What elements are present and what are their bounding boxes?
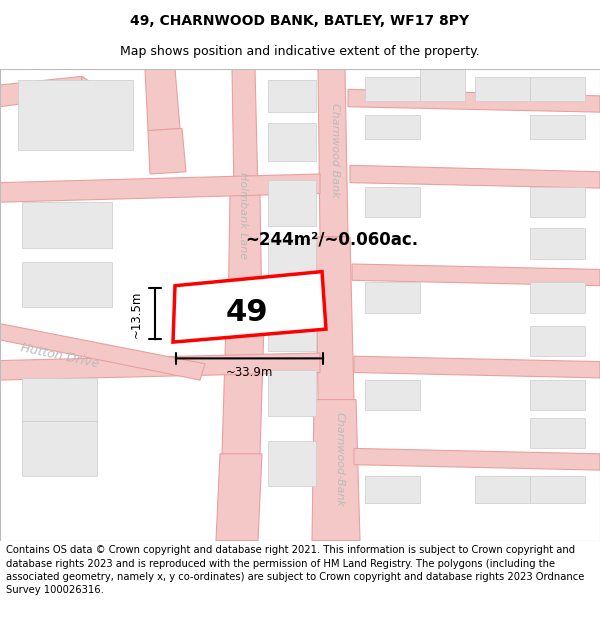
Bar: [530, 228, 585, 259]
Bar: [22, 378, 97, 421]
Polygon shape: [354, 448, 600, 470]
Text: Charnwood Bank: Charnwood Bank: [330, 103, 340, 198]
Polygon shape: [350, 165, 600, 188]
Bar: [268, 441, 316, 486]
Bar: [530, 476, 585, 502]
Polygon shape: [348, 89, 600, 112]
Polygon shape: [173, 272, 326, 342]
Polygon shape: [222, 324, 264, 454]
Bar: [268, 79, 316, 112]
Text: Hutton Drive: Hutton Drive: [20, 341, 100, 371]
Polygon shape: [316, 237, 354, 399]
Bar: [365, 187, 420, 218]
Polygon shape: [318, 69, 348, 237]
Text: 49, CHARNWOOD BANK, BATLEY, WF17 8PY: 49, CHARNWOOD BANK, BATLEY, WF17 8PY: [130, 14, 470, 28]
Bar: [268, 123, 316, 161]
Polygon shape: [354, 356, 600, 378]
Polygon shape: [352, 264, 600, 286]
Text: ~244m²/~0.060ac.: ~244m²/~0.060ac.: [245, 230, 418, 248]
Bar: [22, 421, 97, 476]
Text: ~13.5m: ~13.5m: [130, 290, 143, 338]
Polygon shape: [0, 76, 82, 107]
Bar: [268, 299, 316, 351]
Bar: [530, 78, 585, 101]
Polygon shape: [0, 174, 320, 202]
Bar: [420, 42, 465, 101]
Polygon shape: [0, 353, 320, 380]
Bar: [365, 476, 420, 502]
Polygon shape: [216, 454, 262, 541]
Polygon shape: [148, 128, 186, 174]
Bar: [22, 262, 112, 308]
Bar: [268, 181, 316, 226]
Text: Map shows position and indicative extent of the property.: Map shows position and indicative extent…: [120, 46, 480, 58]
Bar: [365, 380, 420, 411]
Polygon shape: [80, 76, 98, 109]
Bar: [530, 282, 585, 313]
Bar: [530, 326, 585, 356]
Bar: [475, 476, 530, 502]
Polygon shape: [0, 324, 205, 380]
Polygon shape: [232, 69, 258, 194]
Text: ~33.9m: ~33.9m: [226, 366, 273, 379]
Bar: [530, 187, 585, 218]
Bar: [530, 418, 585, 448]
Bar: [365, 78, 420, 101]
Bar: [365, 282, 420, 313]
Bar: [530, 116, 585, 139]
Text: 49: 49: [226, 298, 268, 328]
Bar: [530, 380, 585, 411]
Polygon shape: [228, 194, 262, 324]
Bar: [268, 371, 316, 416]
Text: Contains OS data © Crown copyright and database right 2021. This information is : Contains OS data © Crown copyright and d…: [6, 545, 584, 595]
Bar: [18, 79, 133, 150]
Bar: [475, 78, 530, 101]
Polygon shape: [312, 399, 360, 541]
Bar: [268, 239, 316, 280]
Text: Charnwood-Bank: Charnwood-Bank: [335, 412, 345, 507]
Text: Holmbank Lane: Holmbank Lane: [238, 172, 248, 259]
Polygon shape: [145, 69, 180, 131]
Bar: [365, 116, 420, 139]
Bar: [22, 202, 112, 248]
